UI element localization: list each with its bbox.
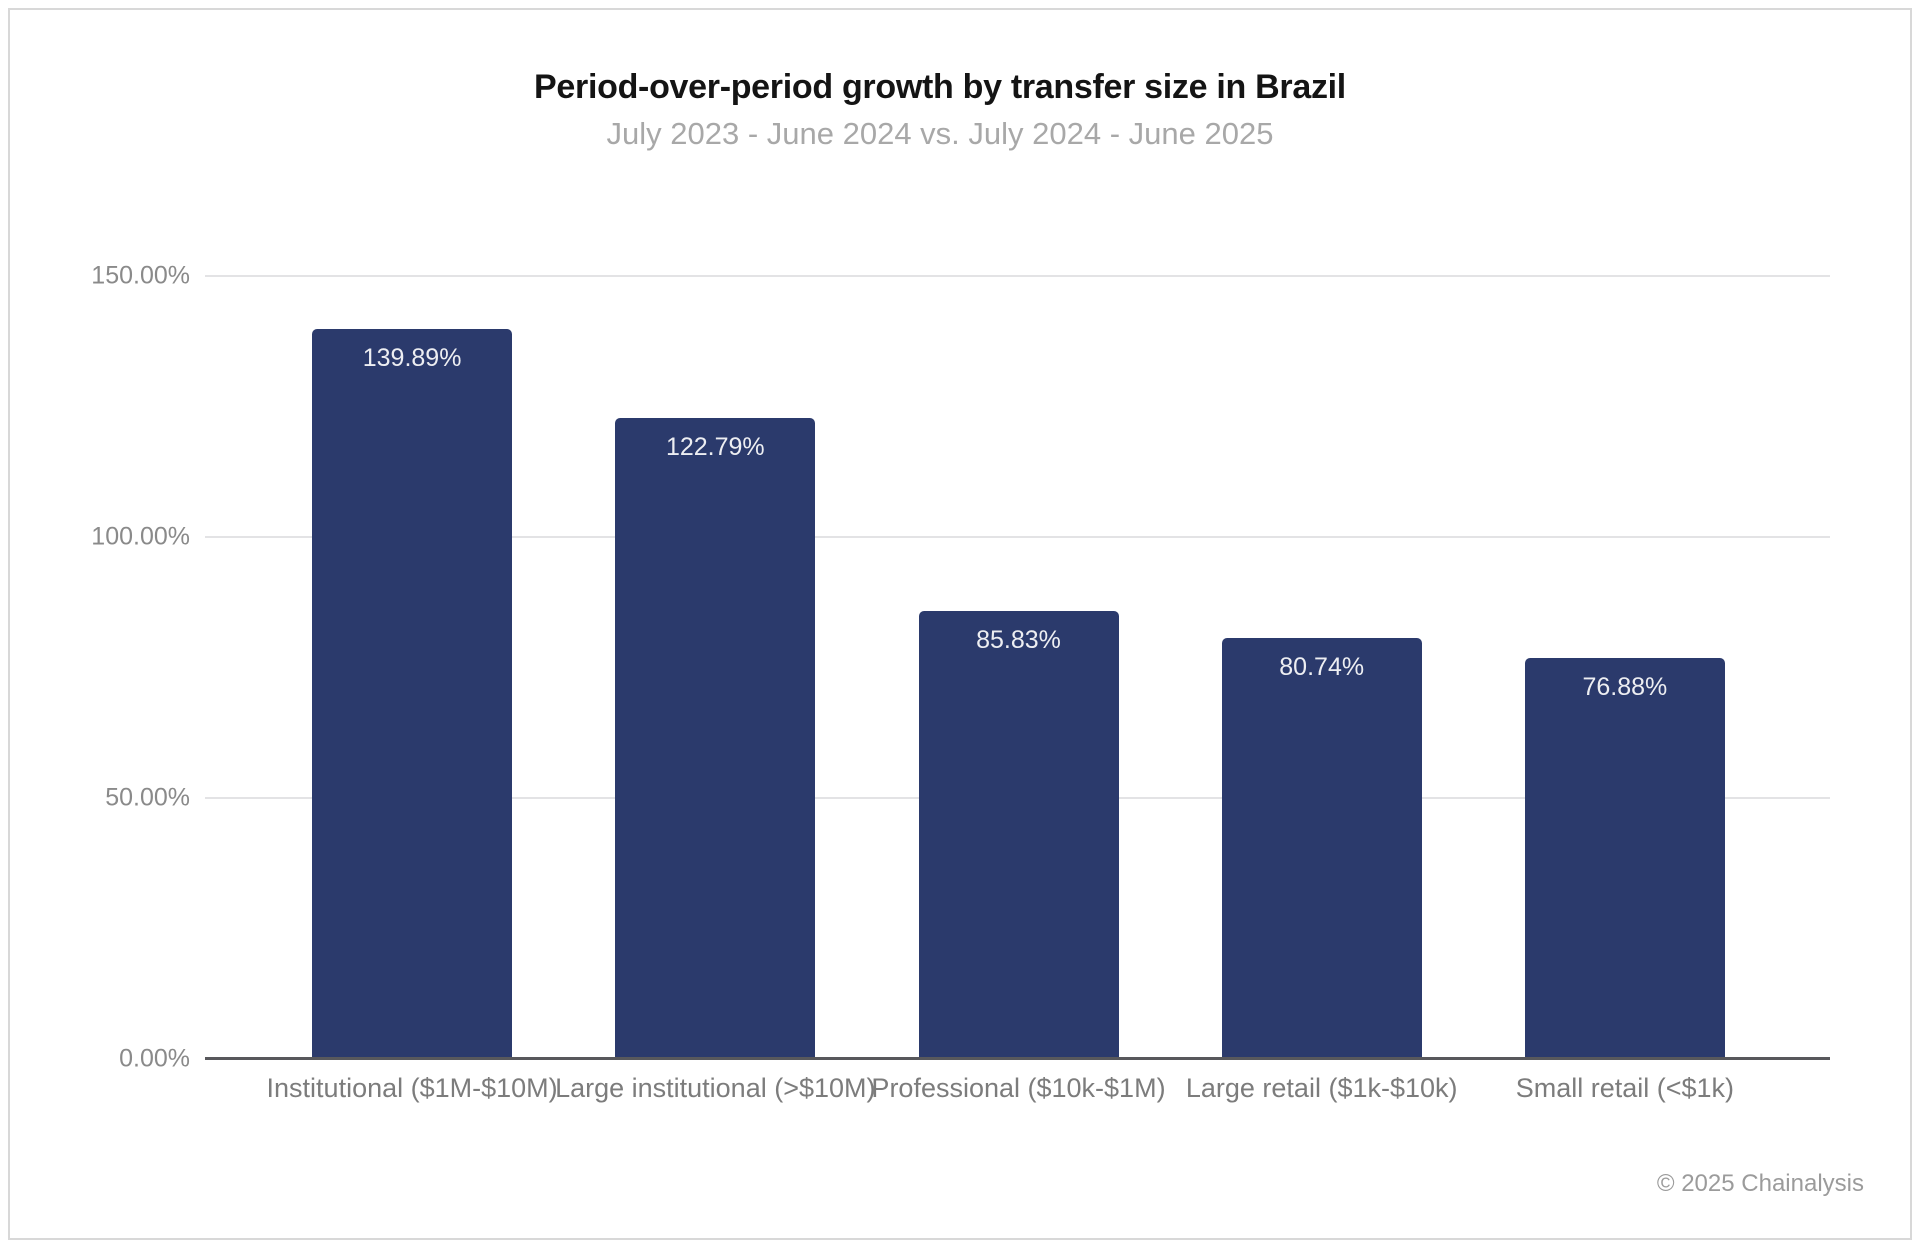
- bar-value-label: 80.74%: [1279, 652, 1365, 681]
- bar: 139.89%: [312, 328, 513, 1059]
- bar-value-label: 139.89%: [362, 343, 462, 372]
- bar: 85.83%: [918, 610, 1119, 1059]
- y-axis-tick-label: 150.00%: [91, 261, 190, 290]
- copyright-text: © 2025 Chainalysis: [1656, 1170, 1864, 1197]
- x-axis-category-label: Large institutional (>$10M): [555, 1073, 876, 1103]
- gridline: [205, 275, 1830, 277]
- chart-title: Period-over-period growth by transfer si…: [534, 68, 1346, 106]
- bar-value-label: 85.83%: [976, 625, 1061, 654]
- y-axis-tick-label: 50.00%: [105, 783, 190, 812]
- chart-subtitle: July 2023 - June 2024 vs. July 2024 - Ju…: [606, 116, 1274, 151]
- bar: 122.79%: [615, 418, 816, 1059]
- x-axis-category-label: Professional ($10k-$1M): [871, 1073, 1166, 1103]
- x-axis-category-label: Small retail (<$1k): [1515, 1073, 1735, 1103]
- y-axis-tick-label: 0.00%: [119, 1044, 190, 1073]
- gridline: [205, 536, 1830, 538]
- plot-area: 0.00% 50.00% 100.00% 150.00% 139.89% Institut…: [91, 262, 1830, 1103]
- x-axis-category-label: Large retail ($1k-$10k): [1185, 1073, 1458, 1103]
- y-axis-tick-label: 100.00%: [91, 522, 190, 551]
- bar: 76.88%: [1524, 657, 1725, 1059]
- x-axis-baseline: [205, 1057, 1830, 1060]
- bar: 80.74%: [1221, 637, 1422, 1059]
- x-axis-category-label: Institutional ($1M-$10M): [266, 1073, 558, 1103]
- bar-value-label: 122.79%: [665, 433, 765, 462]
- bar-value-label: 76.88%: [1582, 672, 1668, 701]
